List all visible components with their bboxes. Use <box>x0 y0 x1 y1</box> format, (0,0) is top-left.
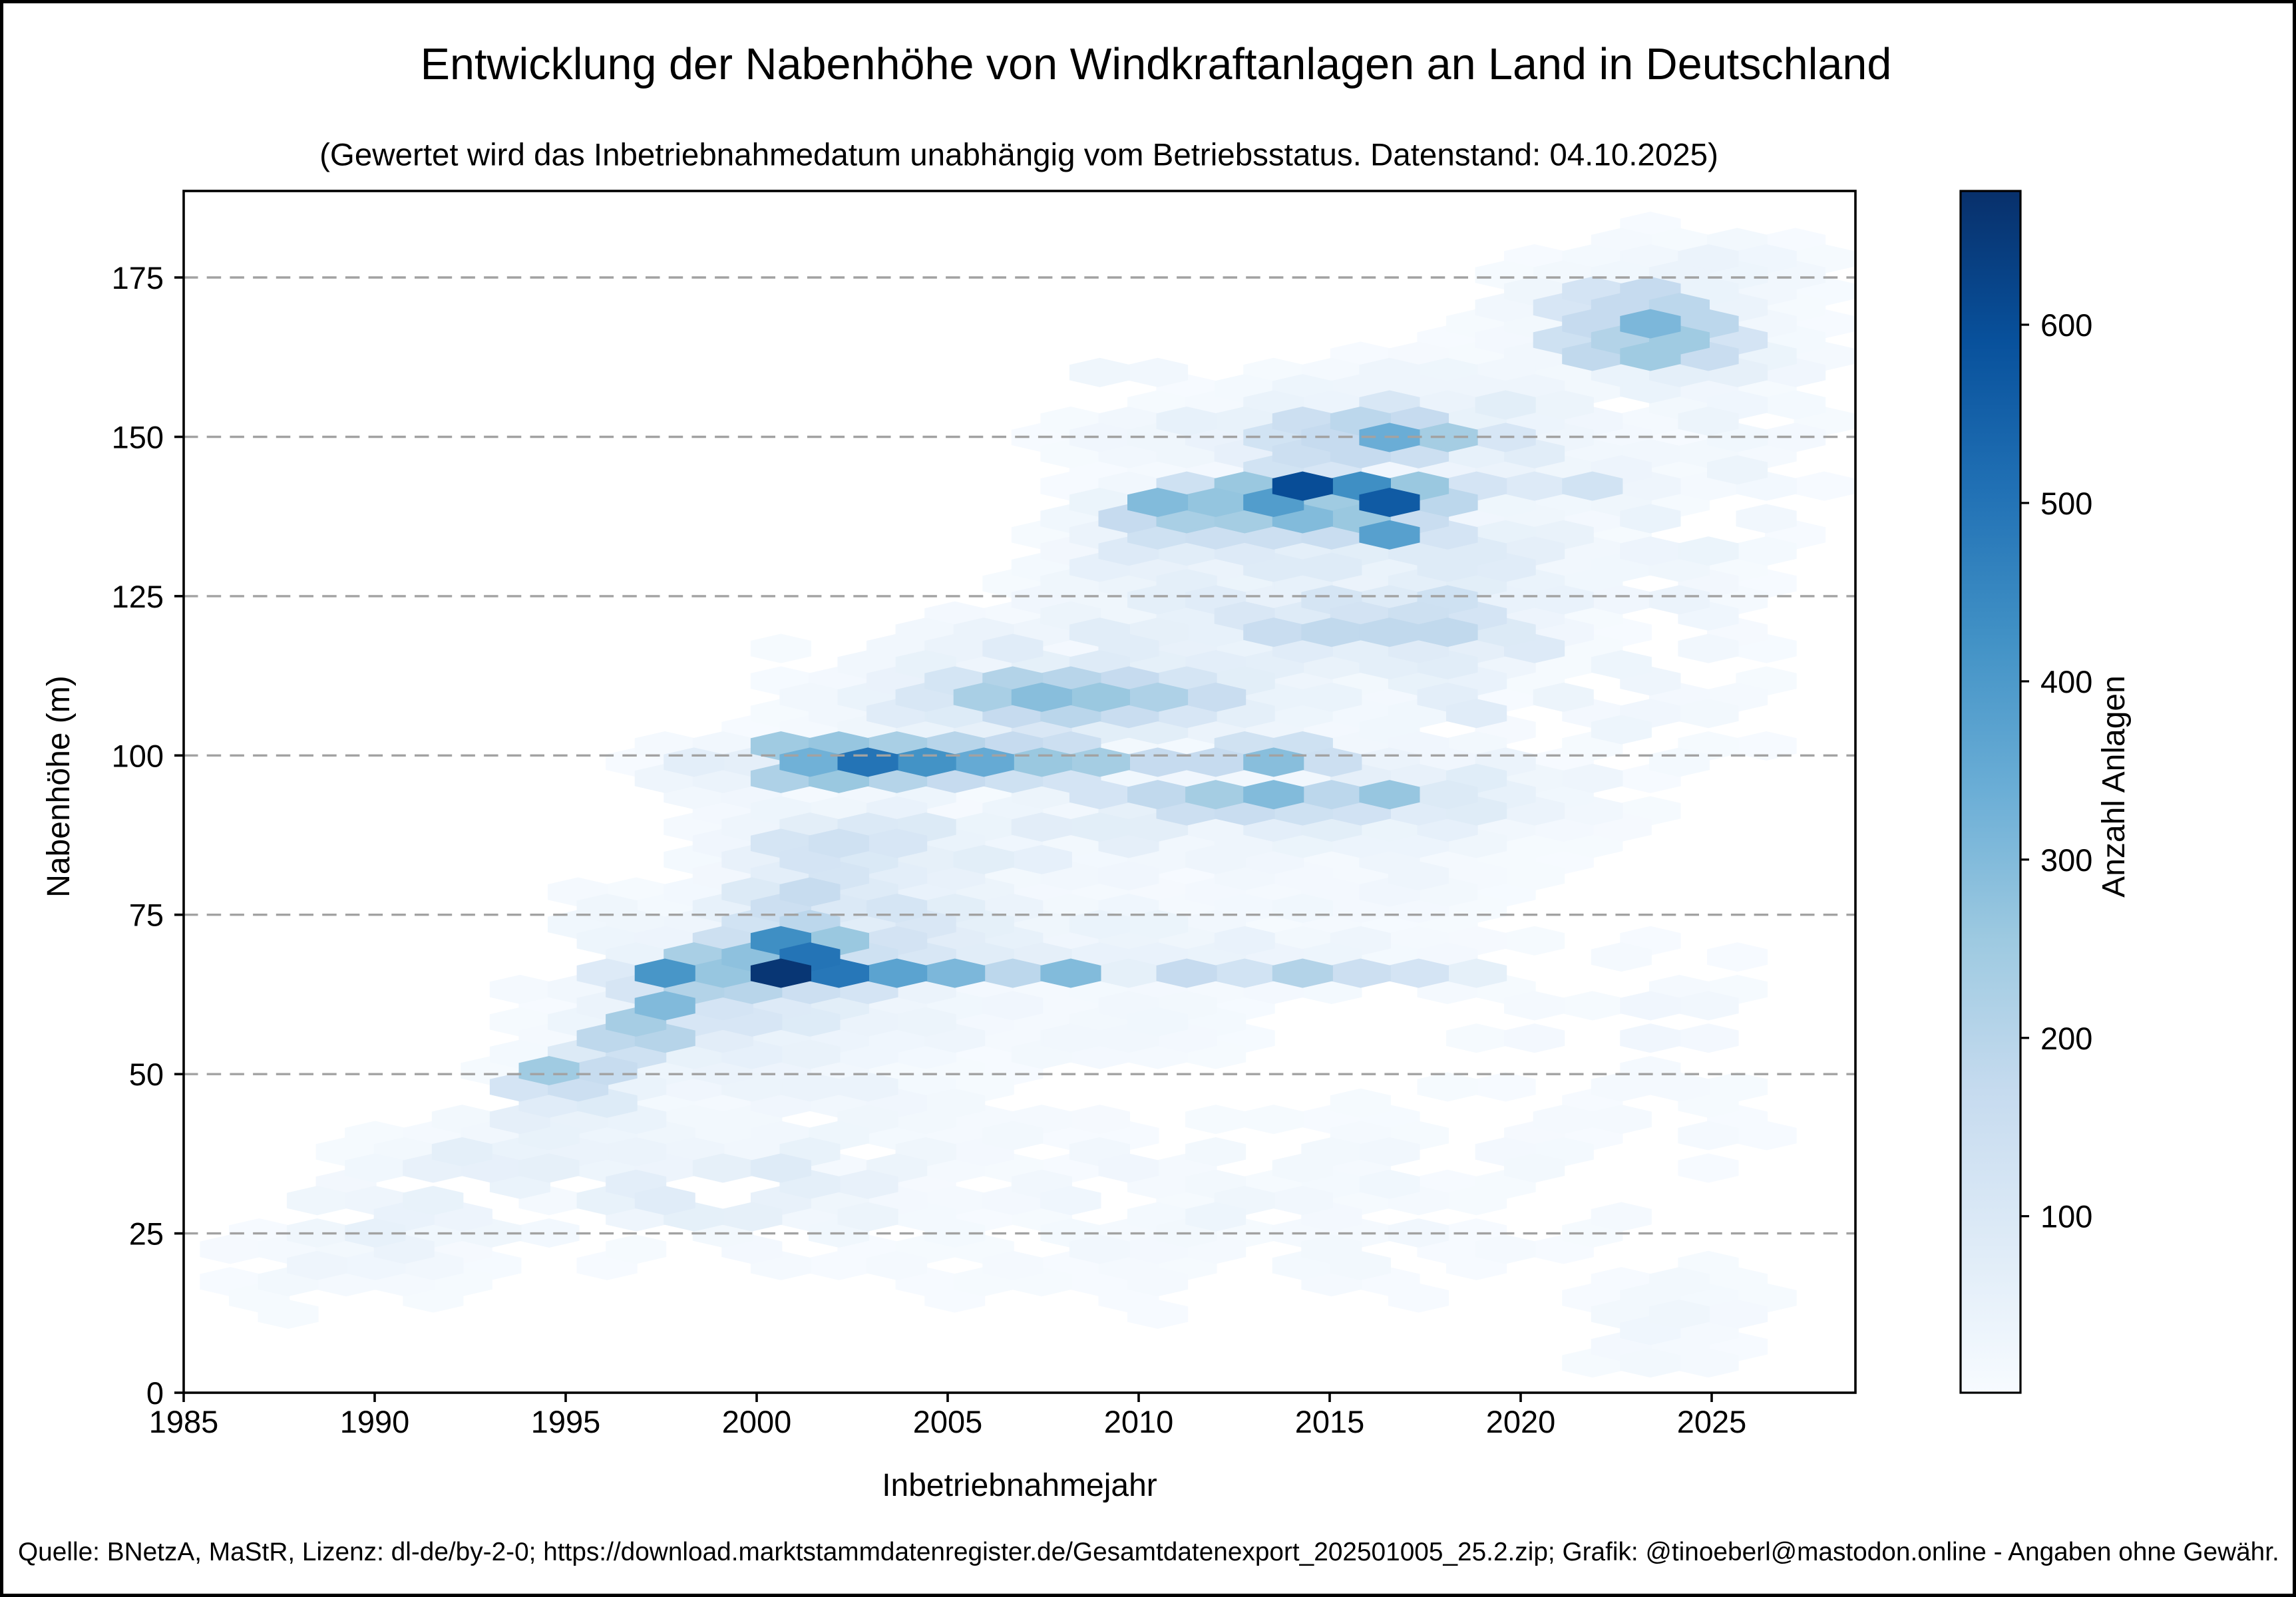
svg-text:150: 150 <box>112 420 164 455</box>
svg-text:Quelle: BNetzA, MaStR, Lizenz:: Quelle: BNetzA, MaStR, Lizenz: dl-de/by-… <box>18 1538 2279 1566</box>
svg-text:300: 300 <box>2040 842 2092 878</box>
svg-text:400: 400 <box>2040 664 2092 699</box>
svg-text:500: 500 <box>2040 486 2092 521</box>
svg-text:25: 25 <box>129 1216 164 1252</box>
svg-text:50: 50 <box>129 1057 164 1092</box>
svg-text:100: 100 <box>112 738 164 773</box>
svg-text:600: 600 <box>2040 307 2092 343</box>
svg-text:1995: 1995 <box>531 1404 601 1439</box>
svg-text:2025: 2025 <box>1677 1404 1747 1439</box>
svg-text:2015: 2015 <box>1295 1404 1365 1439</box>
svg-text:125: 125 <box>112 579 164 614</box>
svg-text:Inbetriebnahmejahr: Inbetriebnahmejahr <box>882 1468 1157 1503</box>
svg-text:Entwicklung der Nabenhöhe von: Entwicklung der Nabenhöhe von Windkrafta… <box>421 40 1892 89</box>
svg-text:1990: 1990 <box>340 1404 410 1439</box>
svg-text:(Gewertet wird das Inbetriebna: (Gewertet wird das Inbetriebnahmedatum u… <box>319 138 1718 173</box>
svg-text:75: 75 <box>129 898 164 933</box>
svg-text:175: 175 <box>112 260 164 295</box>
svg-text:2000: 2000 <box>722 1404 792 1439</box>
svg-text:Nabenhöhe (m): Nabenhöhe (m) <box>41 675 77 898</box>
svg-text:2020: 2020 <box>1486 1404 1556 1439</box>
svg-text:2005: 2005 <box>913 1404 983 1439</box>
svg-text:100: 100 <box>2040 1199 2092 1234</box>
svg-text:0: 0 <box>146 1375 164 1411</box>
svg-text:200: 200 <box>2040 1021 2092 1056</box>
svg-text:1985: 1985 <box>149 1404 219 1439</box>
svg-text:Anzahl Anlagen: Anzahl Anlagen <box>2096 675 2132 898</box>
svg-text:2010: 2010 <box>1104 1404 1174 1439</box>
